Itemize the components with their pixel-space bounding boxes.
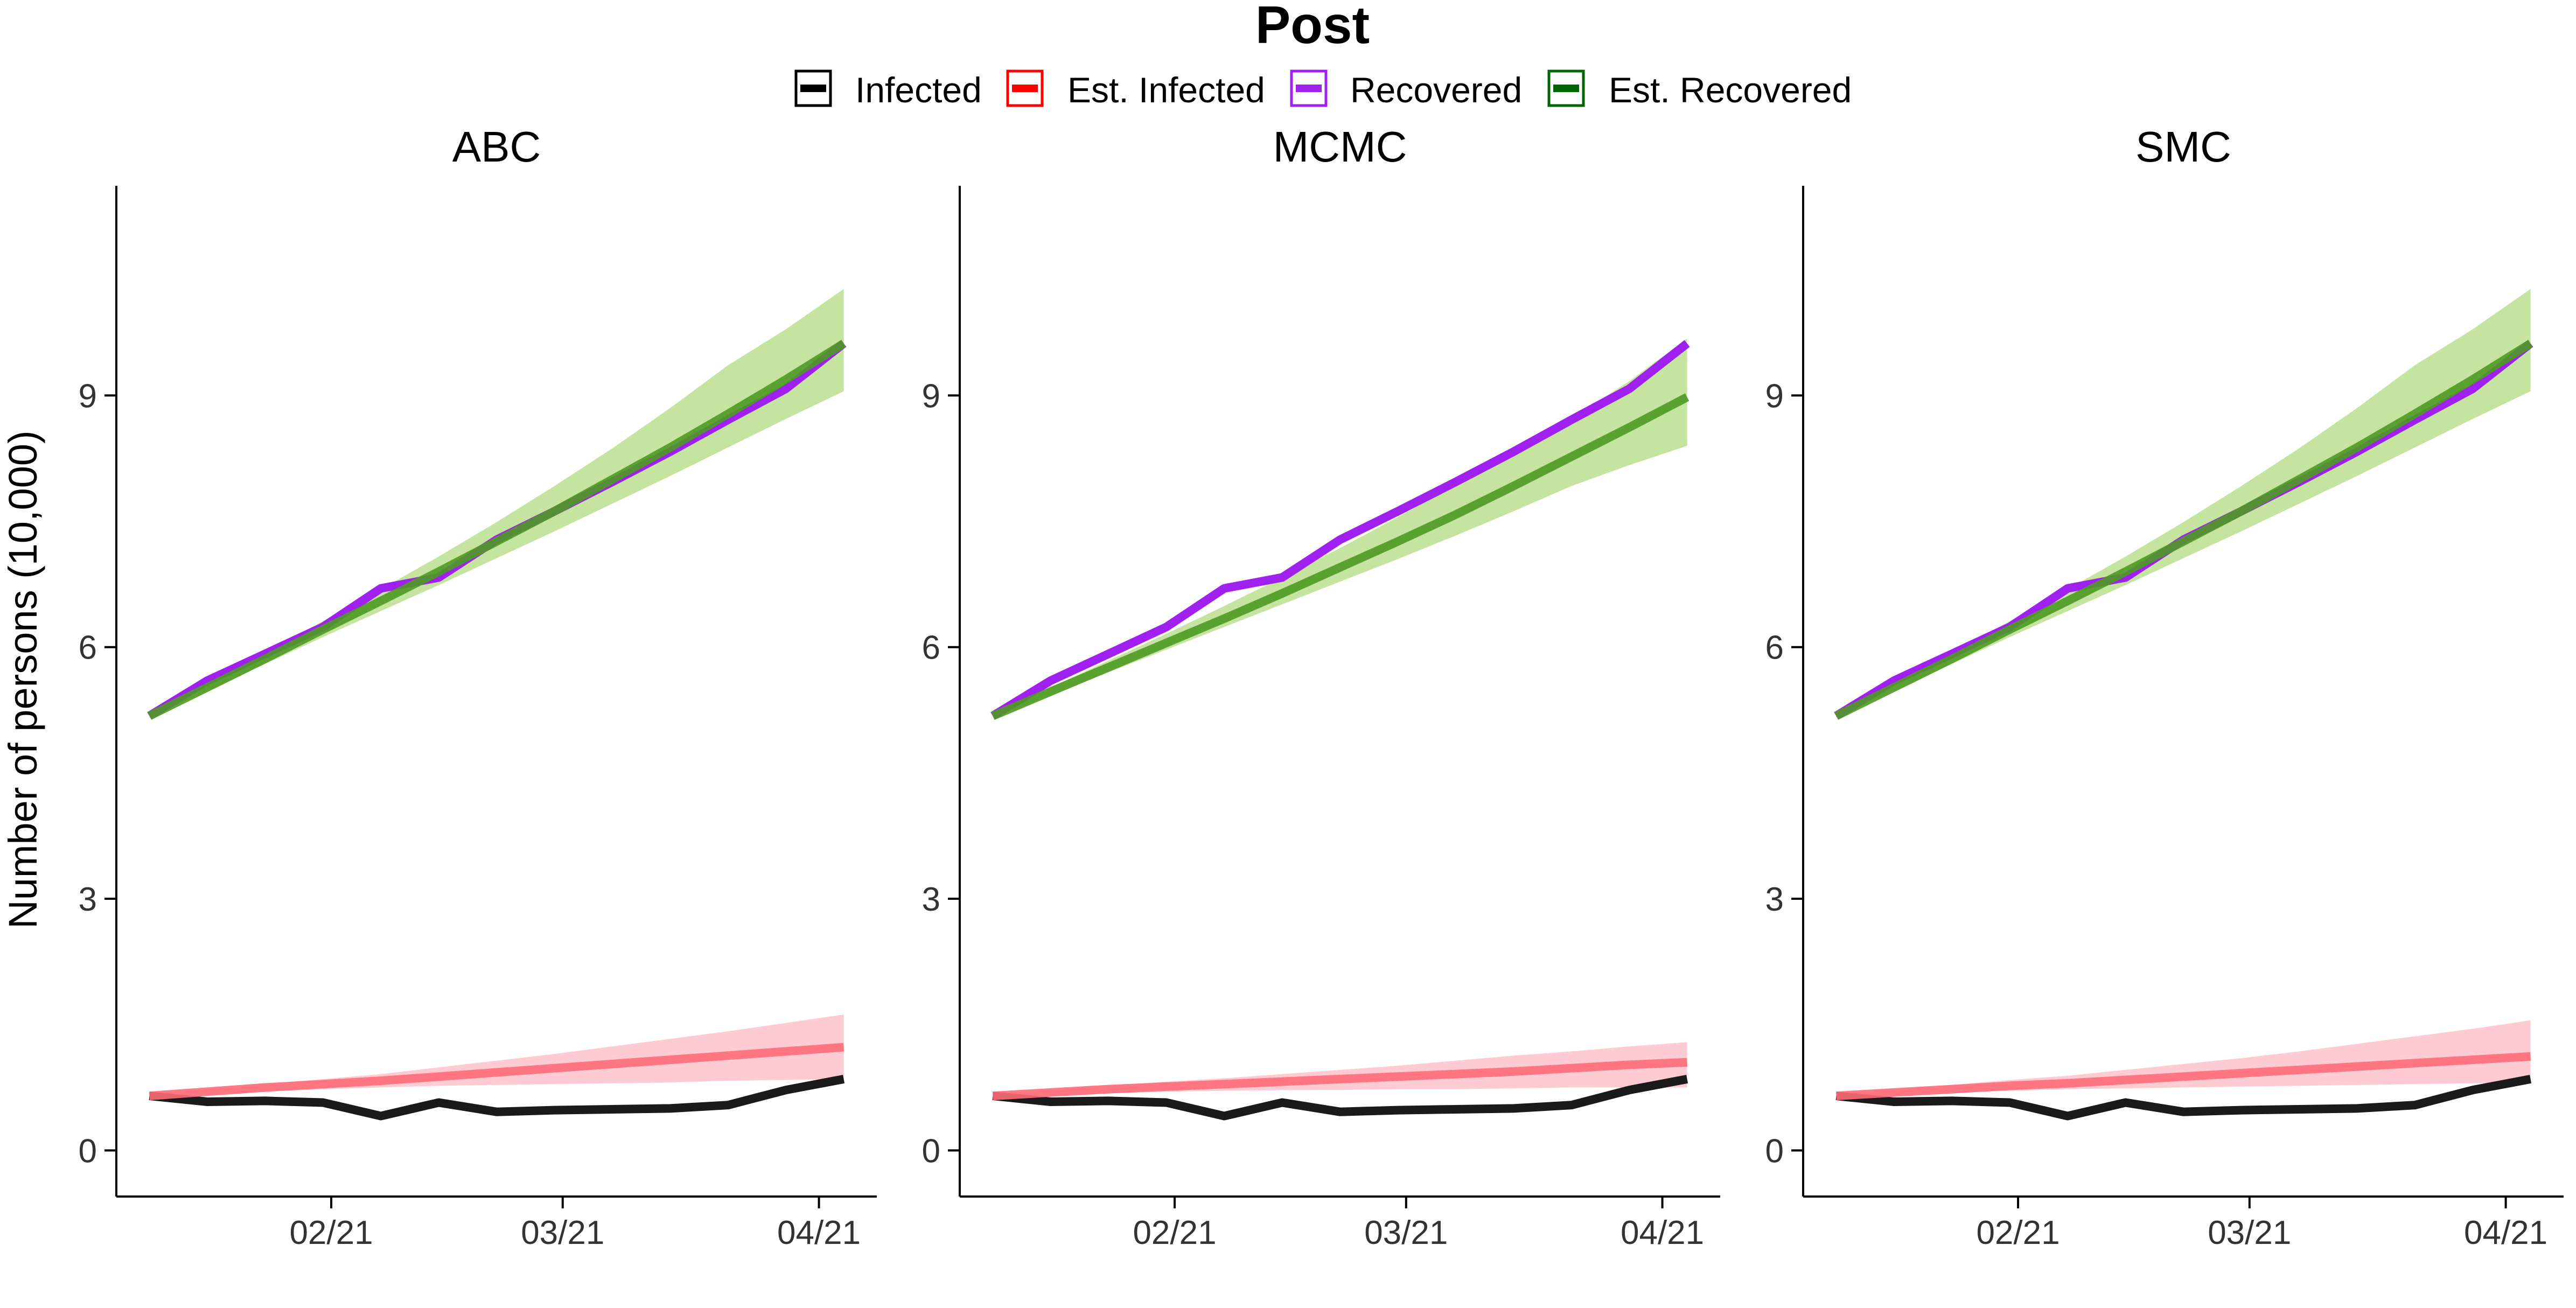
series-line-est-infected	[149, 1043, 844, 1101]
band-est-recovered	[149, 289, 844, 718]
series-line-est-recovered	[991, 393, 1690, 720]
series-line-est-infected	[992, 1058, 1687, 1101]
series-line-est-infected	[1835, 1052, 2531, 1101]
y-tick-label: 6	[79, 629, 97, 667]
x-tick-label: 02/21	[1976, 1214, 2060, 1251]
x-tick-label: 04/21	[1621, 1214, 1704, 1251]
panel-abc: ABC 0 3 6 9 02/21 03/21 04/21	[79, 123, 877, 1251]
legend-label-infected: Infected	[855, 70, 982, 110]
panel-title: SMC	[2135, 123, 2231, 171]
y-tick-label: 3	[1765, 881, 1784, 918]
series-line-infected	[1835, 1075, 2532, 1121]
series-line-infected	[149, 1075, 845, 1121]
y-tick-label: 9	[1765, 377, 1784, 415]
y-tick-label: 9	[79, 377, 97, 415]
y-tick-label: 3	[79, 881, 97, 918]
y-tick-label: 6	[1765, 629, 1784, 667]
x-tick-label: 02/21	[1133, 1214, 1216, 1251]
x-tick-label: 03/21	[2208, 1214, 2291, 1251]
series-line-est-recovered	[147, 340, 846, 720]
x-tick-label: 03/21	[521, 1214, 604, 1251]
series-line-infected	[992, 1075, 1688, 1121]
legend-entry-infected: Infected	[794, 69, 982, 110]
x-tick-label: 03/21	[1364, 1214, 1448, 1251]
legend: Infected Est. Infected Recovered Est. Re…	[794, 69, 1852, 110]
panel-title: MCMC	[1273, 123, 1407, 171]
panels: ABC 0 3 6 9 02/21 03/21 04/21 MCMC 0 3 6 9 02/21 03/21…	[79, 123, 2564, 1251]
panel-title: ABC	[452, 123, 541, 171]
y-tick-label: 0	[1765, 1132, 1784, 1170]
band-est-infected	[1836, 1020, 2531, 1098]
legend-entry-est-infected: Est. Infected	[1006, 69, 1265, 110]
series-line-recovered	[990, 340, 1690, 720]
band-est-recovered	[1836, 289, 2531, 718]
legend-label-est-infected: Est. Infected	[1067, 70, 1265, 110]
band-est-infected	[149, 1015, 844, 1098]
x-tick-label: 02/21	[289, 1214, 373, 1251]
legend-entry-est-recovered: Est. Recovered	[1547, 69, 1852, 110]
legend-label-recovered: Recovered	[1350, 70, 1522, 110]
x-tick-label: 04/21	[777, 1214, 861, 1251]
y-tick-label: 6	[922, 629, 940, 667]
x-tick-label: 04/21	[2464, 1214, 2547, 1251]
figure-title: Post	[1255, 0, 1370, 54]
y-tick-label: 9	[922, 377, 940, 415]
y-tick-label: 0	[922, 1132, 940, 1170]
legend-entry-recovered: Recovered	[1290, 69, 1522, 110]
series-line-est-recovered	[1834, 340, 2533, 720]
y-tick-label: 3	[922, 881, 940, 918]
y-tick-label: 0	[79, 1132, 97, 1170]
panel-smc: SMC 0 3 6 9 02/21 03/21 04/21	[1765, 123, 2564, 1251]
y-axis-label: Number of persons (10,000)	[1, 430, 45, 928]
legend-label-est-recovered: Est. Recovered	[1609, 70, 1852, 110]
panel-mcmc: MCMC 0 3 6 9 02/21 03/21 04/21	[922, 123, 1720, 1251]
